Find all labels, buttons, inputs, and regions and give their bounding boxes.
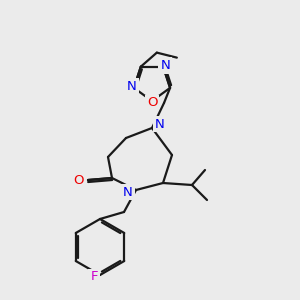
Text: N: N [127, 80, 137, 93]
Text: N: N [155, 118, 165, 130]
Text: N: N [160, 59, 170, 72]
Text: O: O [147, 97, 157, 110]
Text: F: F [90, 271, 98, 284]
Text: N: N [123, 185, 133, 199]
Text: O: O [74, 173, 84, 187]
